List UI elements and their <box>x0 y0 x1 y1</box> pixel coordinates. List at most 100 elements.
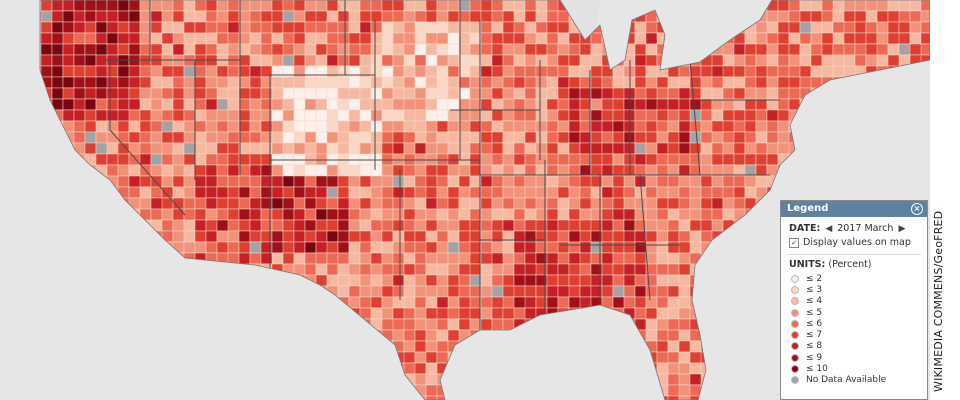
county-cell[interactable] <box>436 120 449 133</box>
county-cell[interactable] <box>348 175 361 188</box>
county-cell[interactable] <box>579 43 592 56</box>
county-cell[interactable] <box>414 219 427 232</box>
county-cell[interactable] <box>502 186 515 199</box>
county-cell[interactable] <box>458 285 471 298</box>
county-cell[interactable] <box>480 318 493 331</box>
county-cell[interactable] <box>293 186 306 199</box>
county-cell[interactable] <box>502 197 515 210</box>
county-cell[interactable] <box>172 208 185 221</box>
county-cell[interactable] <box>62 32 75 45</box>
display-values-row[interactable]: ✓ Display values on map <box>781 236 927 252</box>
county-cell[interactable] <box>381 109 394 122</box>
county-cell[interactable] <box>62 65 75 78</box>
county-cell[interactable] <box>172 219 185 232</box>
county-cell[interactable] <box>117 153 130 166</box>
county-cell[interactable] <box>271 164 284 177</box>
county-cell[interactable] <box>194 87 207 100</box>
county-cell[interactable] <box>678 65 691 78</box>
county-cell[interactable] <box>227 164 240 177</box>
county-cell[interactable] <box>227 43 240 56</box>
county-cell[interactable] <box>205 65 218 78</box>
county-cell[interactable] <box>271 219 284 232</box>
county-cell[interactable] <box>425 54 438 67</box>
county-cell[interactable] <box>315 208 328 221</box>
county-cell[interactable] <box>172 230 185 243</box>
county-cell[interactable] <box>590 43 603 56</box>
county-cell[interactable] <box>821 65 834 78</box>
county-cell[interactable] <box>238 43 251 56</box>
county-cell[interactable] <box>381 54 394 67</box>
county-cell[interactable] <box>458 131 471 144</box>
county-cell[interactable] <box>733 153 746 166</box>
county-cell[interactable] <box>304 109 317 122</box>
county-cell[interactable] <box>249 32 262 45</box>
county-cell[interactable] <box>876 0 889 12</box>
county-cell[interactable] <box>381 76 394 89</box>
county-cell[interactable] <box>403 65 416 78</box>
county-cell[interactable] <box>40 43 53 56</box>
county-cell[interactable] <box>227 109 240 122</box>
county-cell[interactable] <box>381 230 394 243</box>
county-cell[interactable] <box>623 285 636 298</box>
county-cell[interactable] <box>447 219 460 232</box>
county-cell[interactable] <box>95 98 108 111</box>
county-cell[interactable] <box>238 76 251 89</box>
county-cell[interactable] <box>249 0 262 12</box>
county-cell[interactable] <box>348 241 361 254</box>
county-cell[interactable] <box>73 32 86 45</box>
county-cell[interactable] <box>722 65 735 78</box>
county-cell[interactable] <box>315 252 328 265</box>
county-cell[interactable] <box>711 197 724 210</box>
county-cell[interactable] <box>260 54 273 67</box>
county-cell[interactable] <box>414 318 427 331</box>
county-cell[interactable] <box>370 76 383 89</box>
county-cell[interactable] <box>590 131 603 144</box>
county-cell[interactable] <box>667 307 680 320</box>
county-cell[interactable] <box>535 120 548 133</box>
county-cell[interactable] <box>271 21 284 34</box>
county-cell[interactable] <box>40 54 53 67</box>
county-cell[interactable] <box>359 175 372 188</box>
county-cell[interactable] <box>414 32 427 45</box>
county-cell[interactable] <box>381 65 394 78</box>
county-cell[interactable] <box>777 32 790 45</box>
county-cell[interactable] <box>700 208 713 221</box>
county-cell[interactable] <box>634 32 647 45</box>
county-cell[interactable] <box>612 76 625 89</box>
county-cell[interactable] <box>425 120 438 133</box>
county-cell[interactable] <box>634 241 647 254</box>
county-cell[interactable] <box>612 153 625 166</box>
county-cell[interactable] <box>480 0 493 12</box>
county-cell[interactable] <box>436 252 449 265</box>
county-cell[interactable] <box>183 98 196 111</box>
county-cell[interactable] <box>513 285 526 298</box>
county-cell[interactable] <box>425 351 438 364</box>
county-cell[interactable] <box>194 76 207 89</box>
county-cell[interactable] <box>403 307 416 320</box>
county-cell[interactable] <box>843 10 856 23</box>
county-cell[interactable] <box>667 263 680 276</box>
county-cell[interactable] <box>513 186 526 199</box>
county-cell[interactable] <box>447 252 460 265</box>
county-cell[interactable] <box>227 175 240 188</box>
county-cell[interactable] <box>216 120 229 133</box>
county-cell[interactable] <box>436 32 449 45</box>
county-cell[interactable] <box>84 32 97 45</box>
county-cell[interactable] <box>293 219 306 232</box>
county-cell[interactable] <box>689 197 702 210</box>
county-cell[interactable] <box>656 252 669 265</box>
county-cell[interactable] <box>458 219 471 232</box>
county-cell[interactable] <box>403 197 416 210</box>
county-cell[interactable] <box>667 98 680 111</box>
county-cell[interactable] <box>216 197 229 210</box>
county-cell[interactable] <box>282 131 295 144</box>
county-cell[interactable] <box>293 87 306 100</box>
county-cell[interactable] <box>491 109 504 122</box>
county-cell[interactable] <box>777 109 790 122</box>
county-cell[interactable] <box>326 274 339 287</box>
county-cell[interactable] <box>854 21 867 34</box>
county-cell[interactable] <box>425 241 438 254</box>
county-cell[interactable] <box>700 175 713 188</box>
county-cell[interactable] <box>95 87 108 100</box>
county-cell[interactable] <box>579 109 592 122</box>
